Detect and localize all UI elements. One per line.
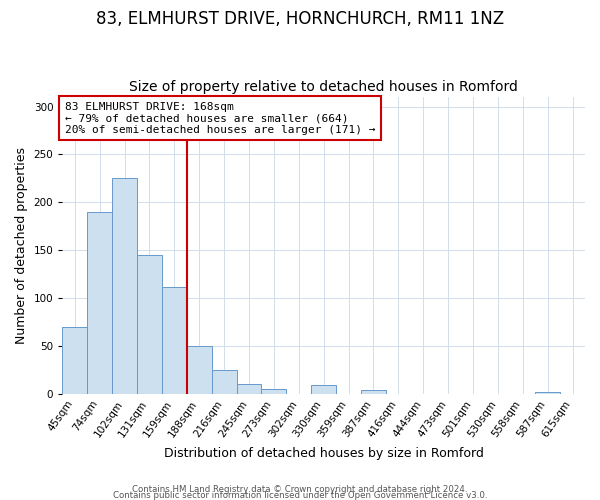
Bar [361,390,386,394]
X-axis label: Distribution of detached houses by size in Romford: Distribution of detached houses by size … [164,447,484,460]
Bar [236,384,262,394]
Text: 83 ELMHURST DRIVE: 168sqm
← 79% of detached houses are smaller (664)
20% of semi: 83 ELMHURST DRIVE: 168sqm ← 79% of detac… [65,102,376,134]
Bar [112,178,137,394]
Bar [137,255,162,394]
Bar [262,389,286,394]
Bar [535,392,560,394]
Text: 83, ELMHURST DRIVE, HORNCHURCH, RM11 1NZ: 83, ELMHURST DRIVE, HORNCHURCH, RM11 1NZ [96,10,504,28]
Bar [62,326,87,394]
Y-axis label: Number of detached properties: Number of detached properties [15,147,28,344]
Title: Size of property relative to detached houses in Romford: Size of property relative to detached ho… [129,80,518,94]
Text: Contains HM Land Registry data © Crown copyright and database right 2024.: Contains HM Land Registry data © Crown c… [132,484,468,494]
Bar [187,346,212,394]
Bar [87,212,112,394]
Bar [311,385,336,394]
Bar [162,288,187,394]
Bar [212,370,236,394]
Text: Contains public sector information licensed under the Open Government Licence v3: Contains public sector information licen… [113,490,487,500]
